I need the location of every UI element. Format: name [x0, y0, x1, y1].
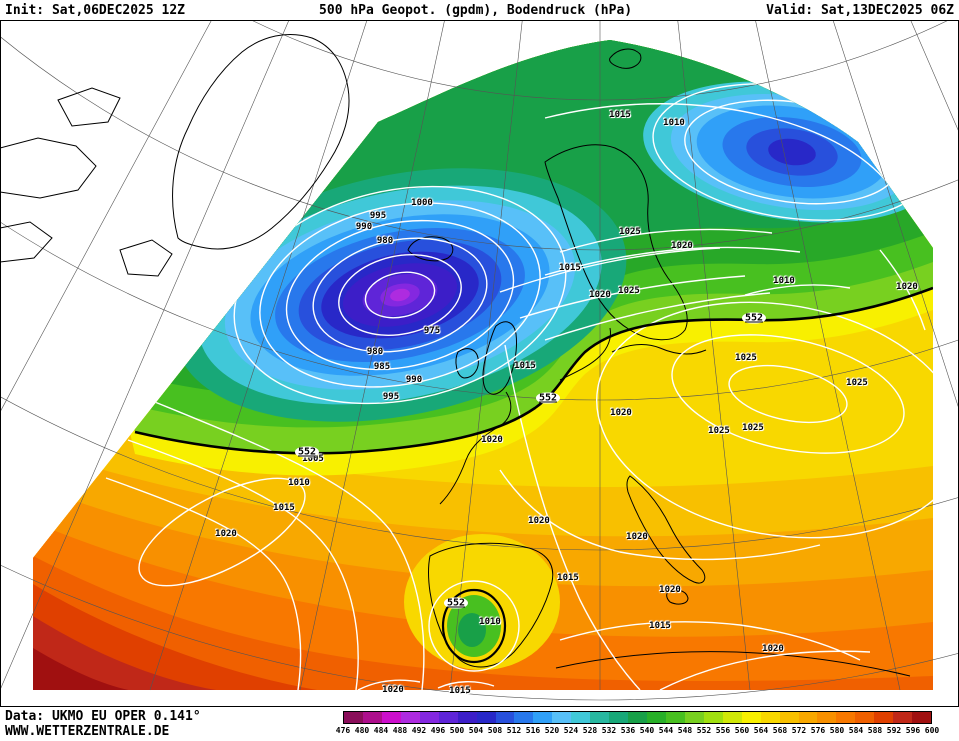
colorbar-cell: [381, 712, 401, 723]
colorbar-tick: 492: [411, 726, 427, 735]
colorbar-tick: 516: [525, 726, 541, 735]
map-area: [0, 0, 959, 707]
colorbar-tick: 508: [487, 726, 503, 735]
isobars: [105, 83, 933, 690]
colorbar-cell: [400, 712, 420, 723]
colorbar-cell: [684, 712, 704, 723]
colorbar: [343, 711, 932, 724]
colorbar-cell: [476, 712, 496, 723]
colorbar-cell: [855, 712, 875, 723]
colorbar-tick: 568: [772, 726, 788, 735]
colorbar-tick: 588: [867, 726, 883, 735]
colorbar-cell: [912, 712, 932, 723]
colorbar-cell: [590, 712, 610, 723]
colorbar-cell: [779, 712, 799, 723]
colorbar-tick: 500: [449, 726, 465, 735]
colorbar-tick: 476: [335, 726, 351, 735]
colorbar-cell: [419, 712, 439, 723]
colorbar-tick: 536: [620, 726, 636, 735]
colorbar-tick: 524: [563, 726, 579, 735]
colorbar-cell: [893, 712, 913, 723]
colorbar-tick: 596: [905, 726, 921, 735]
colorbar-cell: [514, 712, 534, 723]
colorbar-tick: 576: [810, 726, 826, 735]
map-canvas: [0, 0, 959, 707]
colorbar-tick: 480: [354, 726, 370, 735]
geopotential-fill: [33, 40, 933, 690]
header: Init: Sat,06DEC2025 12Z 500 hPa Geopot. …: [0, 0, 959, 20]
colorbar-tick: 544: [658, 726, 674, 735]
colorbar-tick: 584: [848, 726, 864, 735]
colorbar-cell: [552, 712, 572, 723]
colorbar-tick: 528: [582, 726, 598, 735]
colorbar-tick: 540: [639, 726, 655, 735]
coastlines: [0, 34, 911, 677]
colorbar-cell: [665, 712, 685, 723]
colorbar-cell: [609, 712, 629, 723]
colorbar-cell: [741, 712, 761, 723]
colorbar-tick: 484: [373, 726, 389, 735]
colorbar-tick: 504: [468, 726, 484, 735]
colorbar-tick: 592: [886, 726, 902, 735]
colorbar-cell: [817, 712, 837, 723]
colorbar-tick: 564: [753, 726, 769, 735]
colorbar-tick: 560: [734, 726, 750, 735]
colorbar-cell: [344, 712, 363, 723]
colorbar-ticks: 476 480 484 488 492 496 500 504 508 512 516 520 524 5…: [336, 726, 939, 738]
chart-title: 500 hPa Geopot. (gpdm), Bodendruck (hPa): [319, 2, 633, 18]
colorbar-tick: 488: [392, 726, 408, 735]
colorbar-tick: 496: [430, 726, 446, 735]
colorbar-tick: 556: [715, 726, 731, 735]
colorbar-tick: 552: [696, 726, 712, 735]
colorbar-cell: [760, 712, 780, 723]
colorbar-tick: 580: [829, 726, 845, 735]
colorbar-cell: [438, 712, 458, 723]
colorbar-tick: 600: [924, 726, 940, 735]
valid-time: Valid: Sat,13DEC2025 06Z: [766, 2, 954, 18]
colorbar-cell: [457, 712, 477, 723]
colorbar-cell: [647, 712, 666, 723]
colorbar-cell: [874, 712, 894, 723]
colorbar-cell: [571, 712, 591, 723]
colorbar-tick: 572: [791, 726, 807, 735]
colorbar-cell: [703, 712, 723, 723]
website: WWW.WETTERZENTRALE.DE: [5, 724, 170, 739]
colorbar-tick: 512: [506, 726, 522, 735]
colorbar-cell: [628, 712, 647, 723]
colorbar-cell: [836, 712, 856, 723]
colorbar-tick: 532: [601, 726, 617, 735]
init-time: Init: Sat,06DEC2025 12Z: [5, 2, 186, 18]
colorbar-cell: [495, 712, 515, 723]
colorbar-cell: [722, 712, 742, 723]
colorbar-cell: [798, 712, 818, 723]
colorbar-tick: 520: [544, 726, 560, 735]
colorbar-cell: [362, 712, 382, 723]
footer: Data: UKMO EU OPER 0.141° WWW.WETTERZENT…: [0, 707, 959, 741]
data-source: Data: UKMO EU OPER 0.141°: [5, 709, 201, 724]
colorbar-cell: [533, 712, 553, 723]
colorbar-tick: 548: [677, 726, 693, 735]
